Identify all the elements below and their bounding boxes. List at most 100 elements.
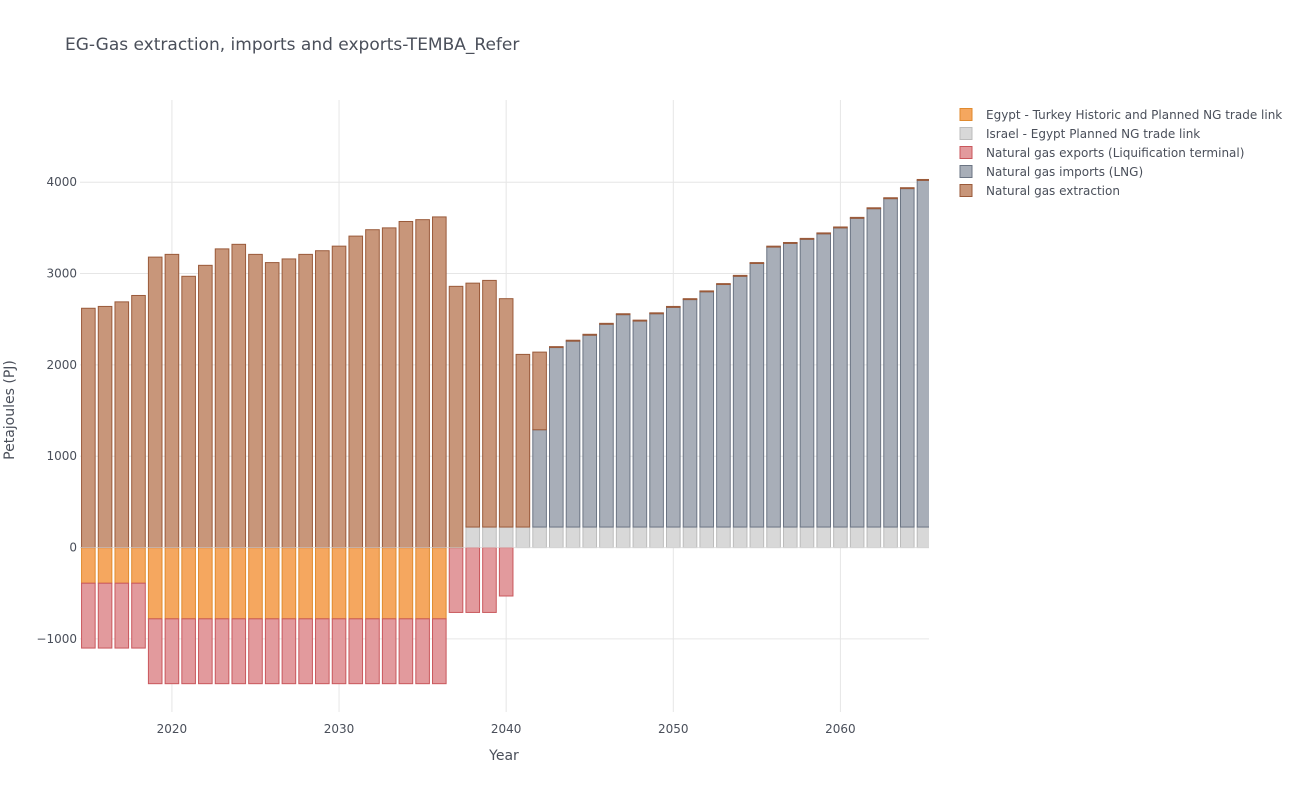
bar-segment[interactable] <box>632 320 648 528</box>
bar-segment[interactable] <box>866 526 882 549</box>
bar-segment[interactable] <box>532 351 547 431</box>
bar-segment[interactable] <box>264 618 280 685</box>
bar-segment[interactable] <box>599 526 614 549</box>
bar-segment[interactable] <box>482 279 497 528</box>
bar-segment[interactable] <box>298 547 313 620</box>
bar-segment[interactable] <box>264 262 280 549</box>
bar-segment[interactable] <box>866 208 882 528</box>
bar-segment[interactable] <box>281 618 297 685</box>
bar-segment[interactable] <box>582 526 598 549</box>
bar-segment[interactable] <box>97 582 113 649</box>
bar-segment[interactable] <box>732 275 748 528</box>
bar-segment[interactable] <box>515 353 531 528</box>
bar-segment[interactable] <box>732 274 748 277</box>
bar-segment[interactable] <box>465 282 481 528</box>
bar-segment[interactable] <box>498 298 514 528</box>
bar-segment[interactable] <box>465 526 481 549</box>
bar-segment[interactable] <box>716 526 731 549</box>
bar-segment[interactable] <box>716 283 731 286</box>
bar-segment[interactable] <box>164 618 180 685</box>
bar-segment[interactable] <box>231 618 247 685</box>
bar-segment[interactable] <box>498 526 514 549</box>
bar-segment[interactable] <box>732 526 748 549</box>
bar-segment[interactable] <box>131 294 146 549</box>
bar-segment[interactable] <box>565 339 581 342</box>
bar-segment[interactable] <box>498 547 514 597</box>
bar-segment[interactable] <box>883 197 898 200</box>
bar-segment[interactable] <box>482 526 497 549</box>
bar-segment[interactable] <box>81 307 96 549</box>
bar-segment[interactable] <box>114 301 130 549</box>
bar-segment[interactable] <box>649 312 664 315</box>
bar-segment[interactable] <box>432 618 447 685</box>
bar-segment[interactable] <box>398 547 414 620</box>
legend-item[interactable]: Natural gas imports (LNG) <box>959 165 1143 179</box>
bar-segment[interactable] <box>231 243 247 549</box>
bar-segment[interactable] <box>515 526 531 549</box>
bar-segment[interactable] <box>615 526 631 549</box>
bar-segment[interactable] <box>849 526 865 549</box>
bar-segment[interactable] <box>331 618 347 685</box>
bar-segment[interactable] <box>565 340 581 528</box>
bar-segment[interactable] <box>866 207 882 210</box>
bar-segment[interactable] <box>131 547 146 584</box>
bar-segment[interactable] <box>766 526 781 549</box>
bar-segment[interactable] <box>97 305 113 549</box>
bar-segment[interactable] <box>833 226 848 229</box>
bar-segment[interactable] <box>448 285 464 549</box>
bar-segment[interactable] <box>147 618 163 685</box>
bar-segment[interactable] <box>766 245 781 248</box>
bar-segment[interactable] <box>248 253 263 549</box>
bar-segment[interactable] <box>298 253 313 549</box>
bar-segment[interactable] <box>749 526 765 549</box>
bar-segment[interactable] <box>749 263 765 528</box>
bar-segment[interactable] <box>281 547 297 620</box>
bar-segment[interactable] <box>181 275 196 549</box>
bar-segment[interactable] <box>348 547 364 620</box>
bar-segment[interactable] <box>365 618 380 685</box>
bar-segment[interactable] <box>599 322 614 325</box>
bar-segment[interactable] <box>849 216 865 219</box>
bar-segment[interactable] <box>164 253 180 549</box>
bar-segment[interactable] <box>582 334 598 528</box>
bar-segment[interactable] <box>916 179 931 528</box>
bar-segment[interactable] <box>248 547 263 620</box>
bar-segment[interactable] <box>532 429 547 528</box>
bar-segment[interactable] <box>565 526 581 549</box>
bar-segment[interactable] <box>348 235 364 549</box>
bar-segment[interactable] <box>415 219 430 549</box>
bar-segment[interactable] <box>147 547 163 620</box>
bar-segment[interactable] <box>582 333 598 336</box>
bar-segment[interactable] <box>749 262 765 265</box>
bar-segment[interactable] <box>883 198 898 528</box>
bar-segment[interactable] <box>181 547 196 620</box>
bar-segment[interactable] <box>782 526 798 549</box>
bar-segment[interactable] <box>181 618 196 685</box>
bar-segment[interactable] <box>381 618 397 685</box>
bar-segment[interactable] <box>766 246 781 528</box>
bar-segment[interactable] <box>315 547 330 620</box>
bar-segment[interactable] <box>381 227 397 549</box>
bar-segment[interactable] <box>699 291 715 528</box>
bar-segment[interactable] <box>699 526 715 549</box>
bar-segment[interactable] <box>682 526 698 549</box>
bar-segment[interactable] <box>97 547 113 584</box>
bar-segment[interactable] <box>782 241 798 244</box>
bar-segment[interactable] <box>331 245 347 549</box>
bar-segment[interactable] <box>799 238 815 528</box>
bar-segment[interactable] <box>665 526 681 549</box>
bar-segment[interactable] <box>899 188 915 528</box>
bar-segment[interactable] <box>214 618 230 685</box>
bar-segment[interactable] <box>147 256 163 549</box>
legend-item[interactable]: Israel - Egypt Planned NG trade link <box>959 127 1200 141</box>
bar-segment[interactable] <box>81 582 96 649</box>
bar-segment[interactable] <box>615 313 631 316</box>
bar-segment[interactable] <box>699 290 715 293</box>
bar-segment[interactable] <box>816 526 832 549</box>
bar-segment[interactable] <box>432 216 447 549</box>
bar-segment[interactable] <box>214 248 230 549</box>
bar-segment[interactable] <box>599 323 614 528</box>
bar-segment[interactable] <box>816 233 832 528</box>
bar-segment[interactable] <box>716 284 731 528</box>
bar-segment[interactable] <box>649 313 664 528</box>
